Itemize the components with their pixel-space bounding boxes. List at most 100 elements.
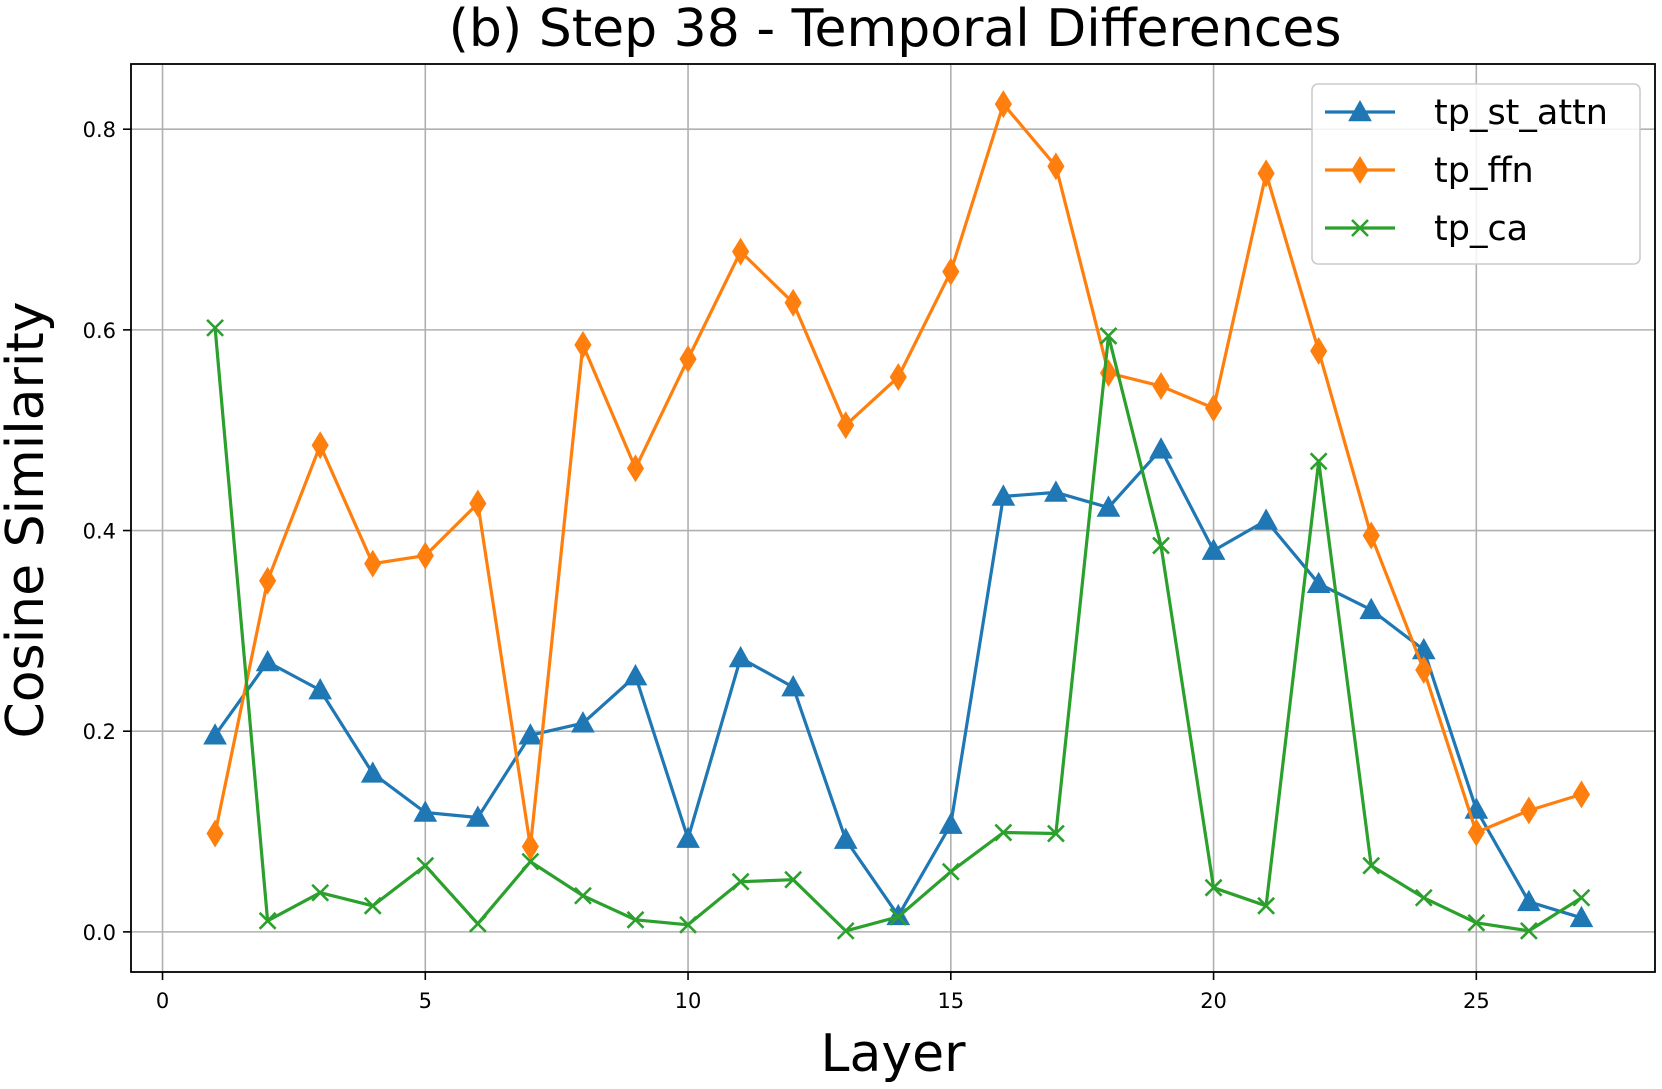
data-point-tp_st_attn: [203, 723, 227, 745]
y-tick-label: 0.2: [83, 720, 116, 744]
data-point-tp_st_attn: [518, 723, 543, 745]
data-point-tp_ffn: [259, 566, 277, 595]
legend-marker: [1351, 219, 1369, 237]
x-tick-label: 0: [156, 989, 169, 1013]
data-point-tp_ca: [416, 856, 435, 875]
series-line-tp_st_attn: [213, 447, 1582, 920]
y-tick-label: 0.4: [83, 520, 116, 544]
data-point-tp_ca: [468, 914, 487, 933]
series-tp_st_attn: [203, 437, 1594, 928]
x-axis-label: Layer: [821, 1024, 967, 1084]
data-point-tp_ffn: [1520, 796, 1538, 825]
data-point-tp_ca: [784, 870, 803, 889]
data-point-tp_ca: [679, 915, 697, 934]
data-point-tp_ca: [1257, 896, 1276, 915]
data-point-tp_st_attn: [1201, 538, 1226, 560]
data-point-tp_ca: [574, 886, 592, 905]
data-point-tp_st_attn: [308, 678, 333, 700]
data-point-tp_ca: [941, 862, 960, 881]
data-point-tp_ffn: [732, 237, 750, 266]
data-point-tp_ffn: [416, 541, 434, 570]
series-tp_ca: [206, 318, 1591, 940]
data-point-tp_st_attn: [728, 645, 753, 668]
data-point-tp_st_attn: [938, 812, 963, 834]
data-point-tp_st_attn: [991, 484, 1016, 506]
data-point-tp_ffn: [837, 411, 855, 440]
data-point-tp_ca: [626, 910, 645, 929]
x-tick-label: 5: [419, 989, 432, 1013]
data-point-tp_ca: [1519, 921, 1538, 940]
data-point-tp_ca: [1152, 536, 1170, 555]
data-point-tp_ffn: [1467, 818, 1485, 847]
y-axis-label: Cosine Similarity: [0, 302, 56, 739]
data-point-tp_st_attn: [623, 663, 648, 686]
data-point-tp_st_attn: [255, 649, 280, 672]
legend: tp_st_attn tp_ffn tp_ca: [1311, 83, 1641, 265]
y-tick-label: 0.8: [83, 118, 116, 142]
legend-label: tp_ffn: [1434, 151, 1534, 191]
data-point-tp_ca: [1572, 888, 1591, 907]
x-tick-label: 25: [1463, 989, 1490, 1013]
data-point-tp_st_attn: [465, 805, 490, 827]
series-line-tp_ca: [213, 327, 1583, 933]
data-point-tp_st_attn: [1096, 495, 1121, 517]
data-point-tp_ca: [258, 911, 277, 930]
data-point-tp_st_attn: [833, 827, 858, 849]
x-tick-label: 20: [1200, 989, 1227, 1013]
data-point-tp_ca: [994, 823, 1013, 842]
y-tick-label: 0.6: [83, 319, 116, 343]
data-point-tp_ffn: [994, 90, 1012, 119]
data-point-tp_ffn: [784, 288, 802, 317]
plot-frame: [130, 63, 1656, 973]
x-tick-label: 15: [937, 989, 964, 1013]
data-point-tp_ffn: [521, 832, 539, 861]
data-point-tp_ffn: [1257, 159, 1275, 188]
data-point-tp_ffn: [679, 345, 697, 373]
legend-marker: [1351, 156, 1369, 184]
data-point-tp_st_attn: [360, 761, 385, 783]
data-point-tp_st_attn: [1254, 508, 1278, 530]
data-point-tp_ca: [1467, 913, 1486, 932]
data-point-tp_ca: [206, 318, 225, 337]
data-point-tp_ca: [521, 852, 540, 871]
legend-item-tp_ffn: tp_ffn: [1325, 151, 1534, 191]
data-point-tp_ca: [1204, 878, 1223, 897]
data-point-tp_ffn: [1204, 394, 1223, 423]
series-lines: [203, 90, 1594, 940]
data-point-tp_st_attn: [1359, 597, 1384, 620]
data-point-tp_st_attn: [781, 675, 806, 697]
data-point-tp_ca: [1309, 452, 1328, 471]
data-point-tp_ca: [889, 907, 908, 926]
data-point-tp_ffn: [1152, 372, 1170, 401]
legend-box: [1311, 83, 1641, 265]
data-point-tp_ffn: [942, 257, 960, 286]
data-point-tp_st_attn: [1044, 480, 1068, 502]
data-point-tp_ffn: [469, 489, 487, 518]
data-point-tp_st_attn: [1149, 437, 1173, 459]
data-point-tp_ca: [1414, 888, 1433, 907]
data-point-tp_ffn: [626, 454, 645, 483]
data-point-tp_ca: [836, 921, 855, 940]
legend-label: tp_st_attn: [1434, 93, 1608, 133]
data-point-tp_ffn: [311, 431, 329, 460]
data-point-tp_ffn: [1310, 336, 1328, 365]
legend-marker: [1348, 99, 1372, 122]
data-point-tp_st_attn: [413, 800, 438, 822]
x-tick-label: 10: [675, 989, 702, 1013]
data-point-tp_ffn: [1415, 656, 1433, 684]
legend-label: tp_ca: [1434, 209, 1528, 249]
data-point-tp_st_attn: [571, 711, 595, 733]
data-point-tp_st_attn: [886, 903, 911, 926]
y-tick-label: 0.0: [83, 921, 116, 945]
legend-item-tp_ca: tp_ca: [1325, 209, 1528, 249]
data-point-tp_ca: [1362, 856, 1381, 875]
ticks: 0 5 10 15 20 25 0.0 0.2 0.4 0.6 0.8: [83, 118, 1490, 1013]
chart-title: (b) Step 38 - Temporal Differences: [449, 0, 1342, 59]
data-point-tp_st_attn: [1306, 571, 1331, 594]
data-point-tp_ffn: [1362, 521, 1380, 550]
data-point-tp_ca: [1046, 824, 1065, 843]
data-point-tp_ffn: [1572, 780, 1591, 809]
data-point-tp_st_attn: [1517, 889, 1541, 912]
data-point-tp_ca: [731, 872, 750, 891]
data-point-tp_st_attn: [676, 826, 700, 848]
